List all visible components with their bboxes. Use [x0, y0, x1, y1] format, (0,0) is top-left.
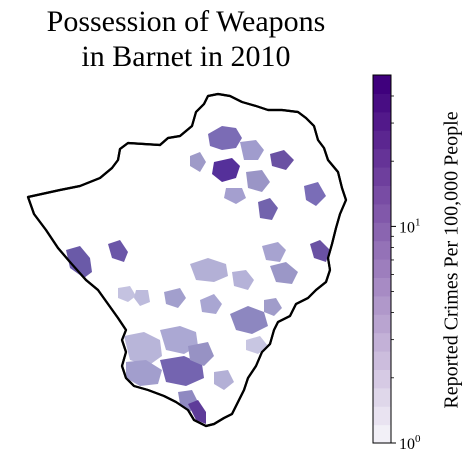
colorbar-tick-label: 101 [399, 216, 421, 236]
colorbar-band [373, 203, 391, 223]
borough-boundary-outline [26, 92, 348, 428]
ward-region [118, 286, 136, 302]
colorbar-band [373, 130, 391, 150]
ward-region [108, 240, 128, 262]
ward-region [270, 262, 298, 284]
colorbar-band [373, 185, 391, 205]
colorbar: 100 101 [372, 74, 421, 453]
colorbar-band [373, 332, 391, 352]
colorbar-band [373, 240, 391, 260]
colorbar-band [373, 351, 391, 370]
colorbar-band [373, 314, 391, 334]
colorbar-bands [373, 75, 391, 444]
ward-region [126, 360, 162, 386]
ward-region [270, 150, 294, 170]
ward-region [230, 306, 268, 334]
colorbar-band [373, 93, 391, 113]
ward-region [246, 336, 268, 354]
ward-region [190, 152, 206, 172]
colorbar-band [373, 75, 391, 94]
title-line-1: Possession of Weapons [46, 5, 326, 38]
ward-region [240, 140, 264, 160]
ward-region [262, 242, 286, 262]
ward-region [66, 246, 92, 278]
colorbar-band [373, 406, 391, 426]
ward-region [200, 294, 222, 314]
colorbar-frame [372, 74, 392, 444]
colorbar-tick-label: 100 [399, 433, 421, 453]
colorbar-band [373, 111, 391, 131]
colorbar-ticks: 100 101 [391, 95, 421, 453]
ward-region [304, 182, 326, 206]
colorbar-band [373, 222, 391, 242]
colorbar-band [373, 148, 391, 168]
colorbar-band [373, 277, 391, 297]
ward-region [160, 356, 204, 386]
colorbar-band [373, 259, 391, 278]
ward-region [188, 400, 206, 424]
colorbar-label: Reported Crimes Per 100,000 People [440, 111, 463, 409]
ward-region [134, 290, 150, 306]
ward-region [124, 332, 162, 366]
ward-region [212, 158, 240, 182]
ward-region [264, 298, 282, 316]
title-line-2: in Barnet in 2010 [81, 40, 291, 73]
colorbar-band [373, 167, 391, 186]
ward-region [246, 170, 270, 192]
colorbar-band [373, 295, 391, 315]
ward-region [164, 288, 186, 308]
colorbar-band [373, 424, 391, 444]
colorbar-band [373, 369, 391, 389]
ward-region [214, 370, 234, 390]
ward-region [310, 240, 330, 262]
ward-region [232, 270, 254, 290]
ward-polygons [66, 126, 330, 424]
colorbar-band [373, 387, 391, 407]
ward-region [258, 198, 278, 220]
ward-region [190, 258, 228, 282]
chart-title: Possession of Weapons in Barnet in 2010 [0, 4, 372, 74]
ward-region [224, 188, 246, 204]
ward-region [208, 126, 242, 150]
ward-region [188, 342, 214, 366]
